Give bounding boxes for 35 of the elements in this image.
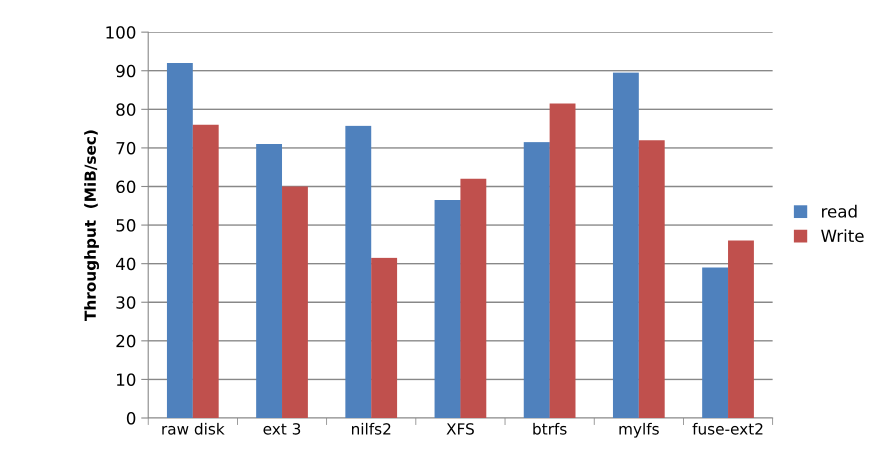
bar (638, 140, 665, 418)
bar (345, 126, 372, 418)
bar (550, 104, 576, 418)
y-tick-label: 0 (126, 412, 136, 425)
x-tick-label: nilfs2 (352, 422, 390, 435)
bar (728, 240, 754, 418)
bar (702, 268, 728, 418)
legend-label: read (822, 204, 857, 218)
y-tick-label: 60 (116, 180, 136, 194)
y-axis-title: Throughput (MiB/sec) (84, 130, 100, 321)
x-tick-label: ext 3 (263, 423, 300, 435)
bar (460, 178, 486, 418)
bar (166, 63, 193, 418)
bar (612, 72, 639, 418)
bar (282, 186, 308, 418)
y-tick-label: 80 (116, 103, 136, 116)
bar (256, 144, 282, 418)
bar (524, 142, 550, 418)
y-tick-label: 10 (117, 373, 136, 386)
x-tick-label: XFS (446, 423, 474, 435)
x-tick-label: mylfs (619, 422, 659, 438)
bar (371, 258, 398, 418)
y-tick-label: 100 (106, 26, 136, 39)
y-tick-label: 90 (116, 64, 136, 78)
legend-label: Write (821, 229, 864, 242)
y-tick-label: 30 (116, 296, 136, 309)
y-tick-label: 40 (116, 258, 136, 270)
y-tick-label: 70 (116, 142, 136, 154)
y-tick-label: 50 (116, 219, 136, 232)
y-tick-label: 20 (116, 334, 136, 348)
x-tick-label: btrfs (533, 422, 567, 435)
bar (434, 200, 460, 418)
x-tick-label: raw disk (162, 422, 225, 435)
bar (192, 124, 219, 418)
x-tick-label: fuse-ext2 (692, 422, 762, 435)
